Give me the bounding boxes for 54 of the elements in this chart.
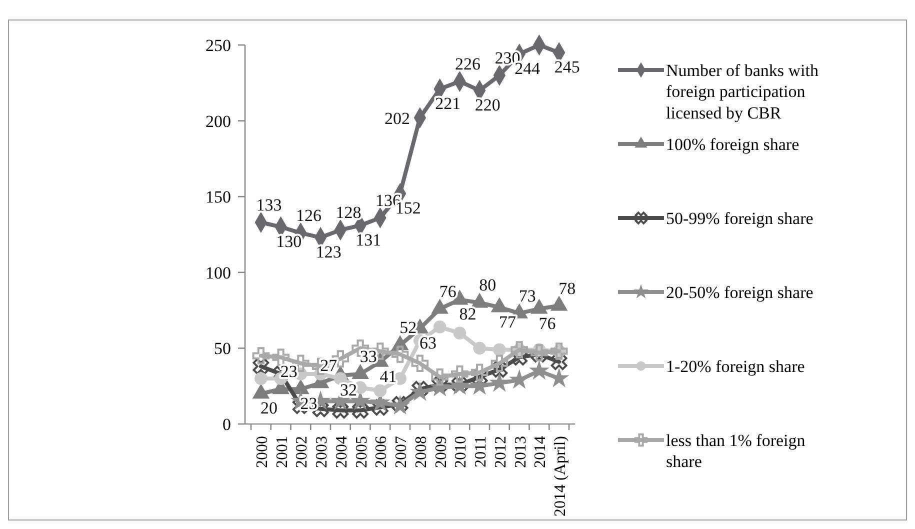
data-label: 73 [518,286,536,306]
x-tick-label: 2001 [274,436,291,468]
data-label: 245 [554,58,580,77]
legend-label: less than 1% foreign share [666,430,806,472]
data-label: 128 [336,202,362,222]
data-label: 126 [296,206,322,225]
y-tick-label: 150 [206,188,231,207]
x-tick-label: 2004 [333,436,350,468]
y-tick-label: 100 [206,263,231,282]
data-label: 52 [400,318,417,338]
data-label: 80 [479,276,496,295]
x-tick-label: 2014 (April) [552,436,570,516]
data-label: 77 [498,312,516,332]
y-tick-label: 200 [206,112,231,131]
x-tick-label: 2008 [412,436,430,468]
data-label: 32 [340,380,357,400]
legend-label: Number of banks with foreign participation licensed by CBR [666,60,819,122]
legend-label: 1-20% foreign share [666,356,805,376]
data-label: 20 [260,398,278,418]
legend-label: 100% foreign share [666,134,800,154]
x-tick-label: 2003 [314,436,331,468]
data-label: 82 [459,304,476,324]
data-label: 23 [280,362,298,382]
x-tick-label: 2011 [472,436,490,468]
y-tick-label: 50 [214,339,231,358]
x-tick-label: 2013 [512,436,530,468]
data-label: 78 [558,278,576,298]
data-label: 220 [474,95,500,114]
x-tick-label: 2000 [254,436,271,468]
data-label: 130 [276,232,302,251]
x-tick-label: 2009 [432,436,450,468]
y-tick-label: 0 [222,414,231,434]
data-label: 27 [320,356,338,376]
x-tick-label: 2014 [532,436,550,468]
legend-label: 50-99% foreign share [666,208,814,228]
data-label: 226 [454,54,480,74]
x-tick-label: 2002 [294,436,311,468]
data-label: 131 [356,230,382,250]
data-label: 123 [316,242,342,262]
data-label: 76 [538,314,556,333]
x-tick-label: 2010 [452,436,470,468]
data-label: 41 [380,366,397,386]
data-label: 63 [419,333,436,352]
x-tick-label: 2012 [492,436,510,468]
y-tick-label: 250 [206,36,231,55]
x-tick-label: 2006 [373,436,390,468]
data-label: 133 [256,195,282,214]
data-label: 76 [439,282,456,301]
data-label: 202 [384,108,410,128]
x-tick-label: 2007 [393,436,410,468]
data-label: 221 [435,94,461,113]
x-tick-label: 2005 [353,436,370,468]
legend-label: 20-50% foreign share [666,282,814,302]
data-label: 33 [360,346,377,366]
